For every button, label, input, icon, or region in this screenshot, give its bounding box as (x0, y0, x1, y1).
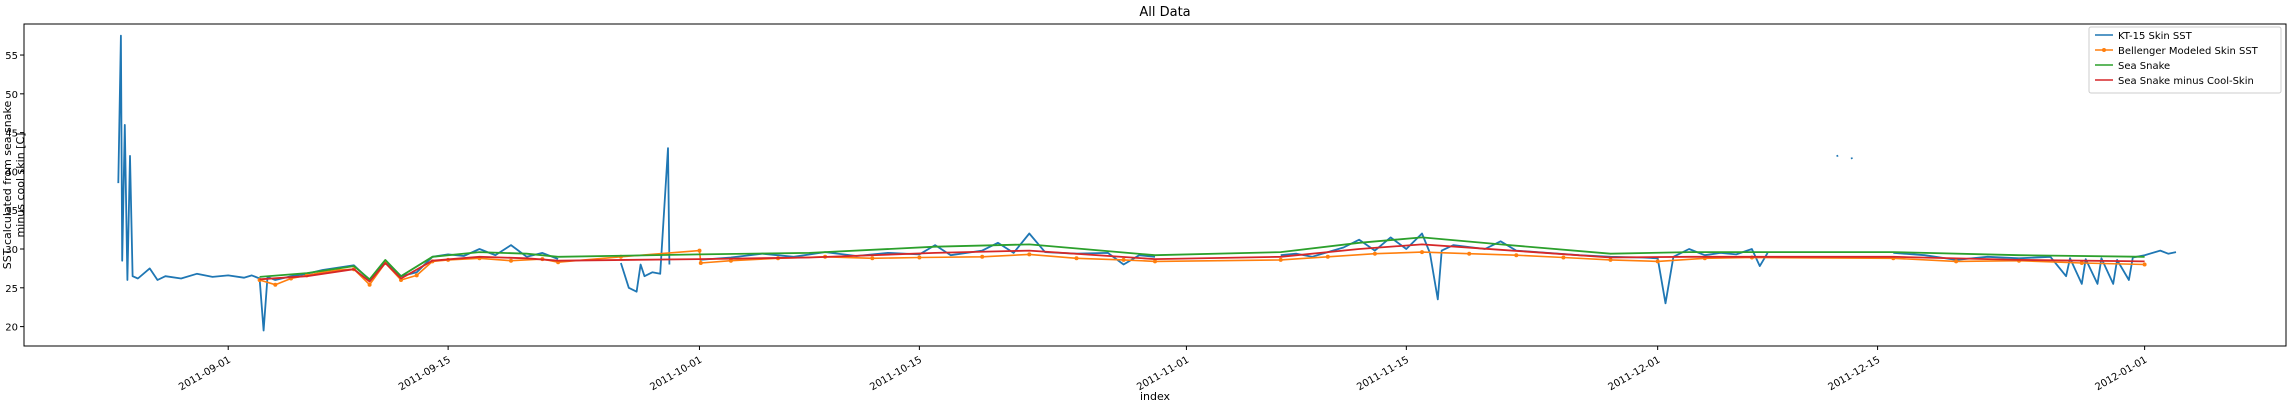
data-point-bellenger-modeled-skin-sst-0-37 (1608, 257, 1613, 262)
series-line-sea-snake-minus-cool-skin-0 (259, 243, 2145, 283)
y-tick-label-20: 20 (5, 323, 18, 334)
series-line-kt-15-skin-sst-4 (1893, 249, 2177, 285)
data-point-bellenger-modeled-skin-sst-0-30 (1278, 257, 1283, 262)
legend-entry-seasnake: Sea Snake (2095, 61, 2170, 72)
legend: KT-15 Skin SST Bellenger Modeled Skin SS… (2088, 26, 2282, 94)
data-point-bellenger-modeled-skin-sst-0-18 (697, 248, 702, 253)
y-tick-label-40: 40 (5, 167, 18, 178)
data-point-bellenger-modeled-skin-sst-0-23 (870, 256, 875, 261)
y-axis-ticks: 20 25 30 35 40 45 50 55 (5, 51, 24, 334)
x-axis-label: index (1140, 390, 1171, 403)
series-layer (117, 34, 2177, 332)
y-tick-label-45: 45 (5, 129, 18, 140)
data-point-bellenger-modeled-skin-sst-0-27 (1074, 256, 1079, 261)
data-point-bellenger-modeled-skin-sst-0-33 (1420, 250, 1424, 255)
data-point-bellenger-modeled-skin-sst-0-38 (1655, 259, 1660, 264)
y-tick-label-35: 35 (5, 206, 18, 217)
legend-label-bellenger: Bellenger Modeled Skin SST (2118, 46, 2259, 57)
data-point-bellenger-modeled-skin-sst-0-10 (414, 273, 419, 278)
legend-marker-bellenger (2102, 48, 2106, 52)
y-tick-label-25: 25 (5, 284, 18, 295)
data-point-bellenger-modeled-skin-sst-0-45 (2142, 262, 2147, 267)
data-point-bellenger-modeled-skin-sst-0-42 (1954, 259, 1959, 264)
data-point-bellenger-modeled-skin-sst-0-36 (1561, 255, 1566, 260)
y-axis-label: SST calculated from sea snake minus cool… (1, 101, 27, 270)
data-point-bellenger-modeled-skin-sst-0-7 (367, 282, 372, 287)
series-sea-snake-minus-cool-skin (259, 243, 2145, 283)
y-tick-label-50: 50 (5, 90, 18, 101)
y-axis-label-line-2: minus cool skin [C] (14, 133, 27, 238)
series-line-kt-15-skin-sst-6 (1850, 157, 1853, 160)
data-point-bellenger-modeled-skin-sst-0-29 (1153, 259, 1157, 264)
legend-label-kt15: KT-15 Skin SST (2118, 31, 2193, 42)
series-sea-snake (259, 236, 2145, 281)
series-line-bellenger-modeled-skin-sst-0 (259, 249, 2145, 286)
data-point-bellenger-modeled-skin-sst-0-32 (1372, 251, 1377, 256)
data-point-bellenger-modeled-skin-sst-0-25 (980, 254, 985, 259)
series-line-kt-15-skin-sst-3 (1280, 232, 1769, 305)
data-point-bellenger-modeled-skin-sst-0-31 (1325, 254, 1330, 259)
series-line-sea-snake-0 (259, 236, 2145, 281)
data-point-bellenger-modeled-skin-sst-0-35 (1514, 253, 1519, 258)
chart-title: All Data (1139, 5, 1190, 20)
data-point-bellenger-modeled-skin-sst-0-19 (698, 261, 703, 265)
data-point-bellenger-modeled-skin-sst-0-26 (1027, 252, 1032, 257)
legend-entry-kt15: KT-15 Skin SST (2095, 31, 2193, 42)
plot-frame (23, 23, 2287, 347)
y-tick-label-55: 55 (5, 51, 18, 62)
data-point-bellenger-modeled-skin-sst-0-20 (728, 258, 733, 263)
legend-entry-bellenger: Bellenger Modeled Skin SST (2095, 46, 2259, 57)
data-point-bellenger-modeled-skin-sst-0-1 (273, 282, 278, 287)
series-line-kt-15-skin-sst-5 (1836, 154, 1839, 158)
legend-entry-seasnake-coolskin: Sea Snake minus Cool-Skin (2095, 76, 2254, 87)
y-tick-label-30: 30 (5, 245, 18, 256)
y-axis-label-line-1: SST calculated from sea snake (1, 101, 14, 270)
data-point-bellenger-modeled-skin-sst-0-28 (1121, 257, 1126, 262)
data-point-bellenger-modeled-skin-sst-0-44 (2079, 261, 2084, 265)
legend-label-seasnake: Sea Snake (2118, 61, 2170, 72)
legend-box (2088, 26, 2282, 94)
data-point-bellenger-modeled-skin-sst-0-9 (399, 278, 403, 282)
data-point-bellenger-modeled-skin-sst-0-14 (509, 258, 513, 263)
legend-label-seasnake-coolskin: Sea Snake minus Cool-Skin (2118, 76, 2254, 87)
data-point-bellenger-modeled-skin-sst-0-24 (917, 255, 922, 260)
data-point-bellenger-modeled-skin-sst-0-34 (1467, 251, 1472, 256)
series-line-kt-15-skin-sst-1 (620, 147, 671, 293)
